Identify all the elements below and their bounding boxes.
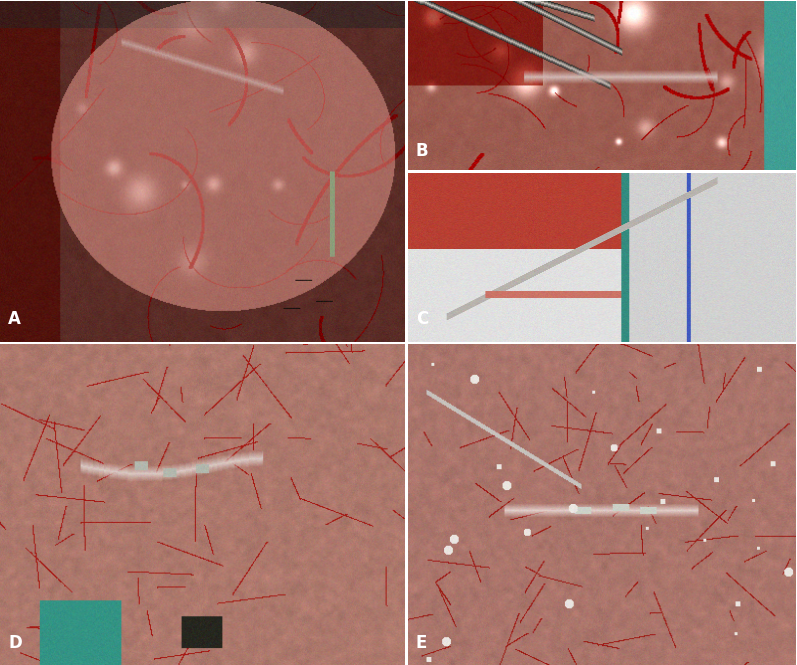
Text: D: D — [8, 634, 22, 652]
Text: E: E — [416, 634, 427, 652]
Text: A: A — [8, 310, 21, 329]
Text: B: B — [416, 142, 429, 160]
Text: C: C — [416, 311, 428, 329]
